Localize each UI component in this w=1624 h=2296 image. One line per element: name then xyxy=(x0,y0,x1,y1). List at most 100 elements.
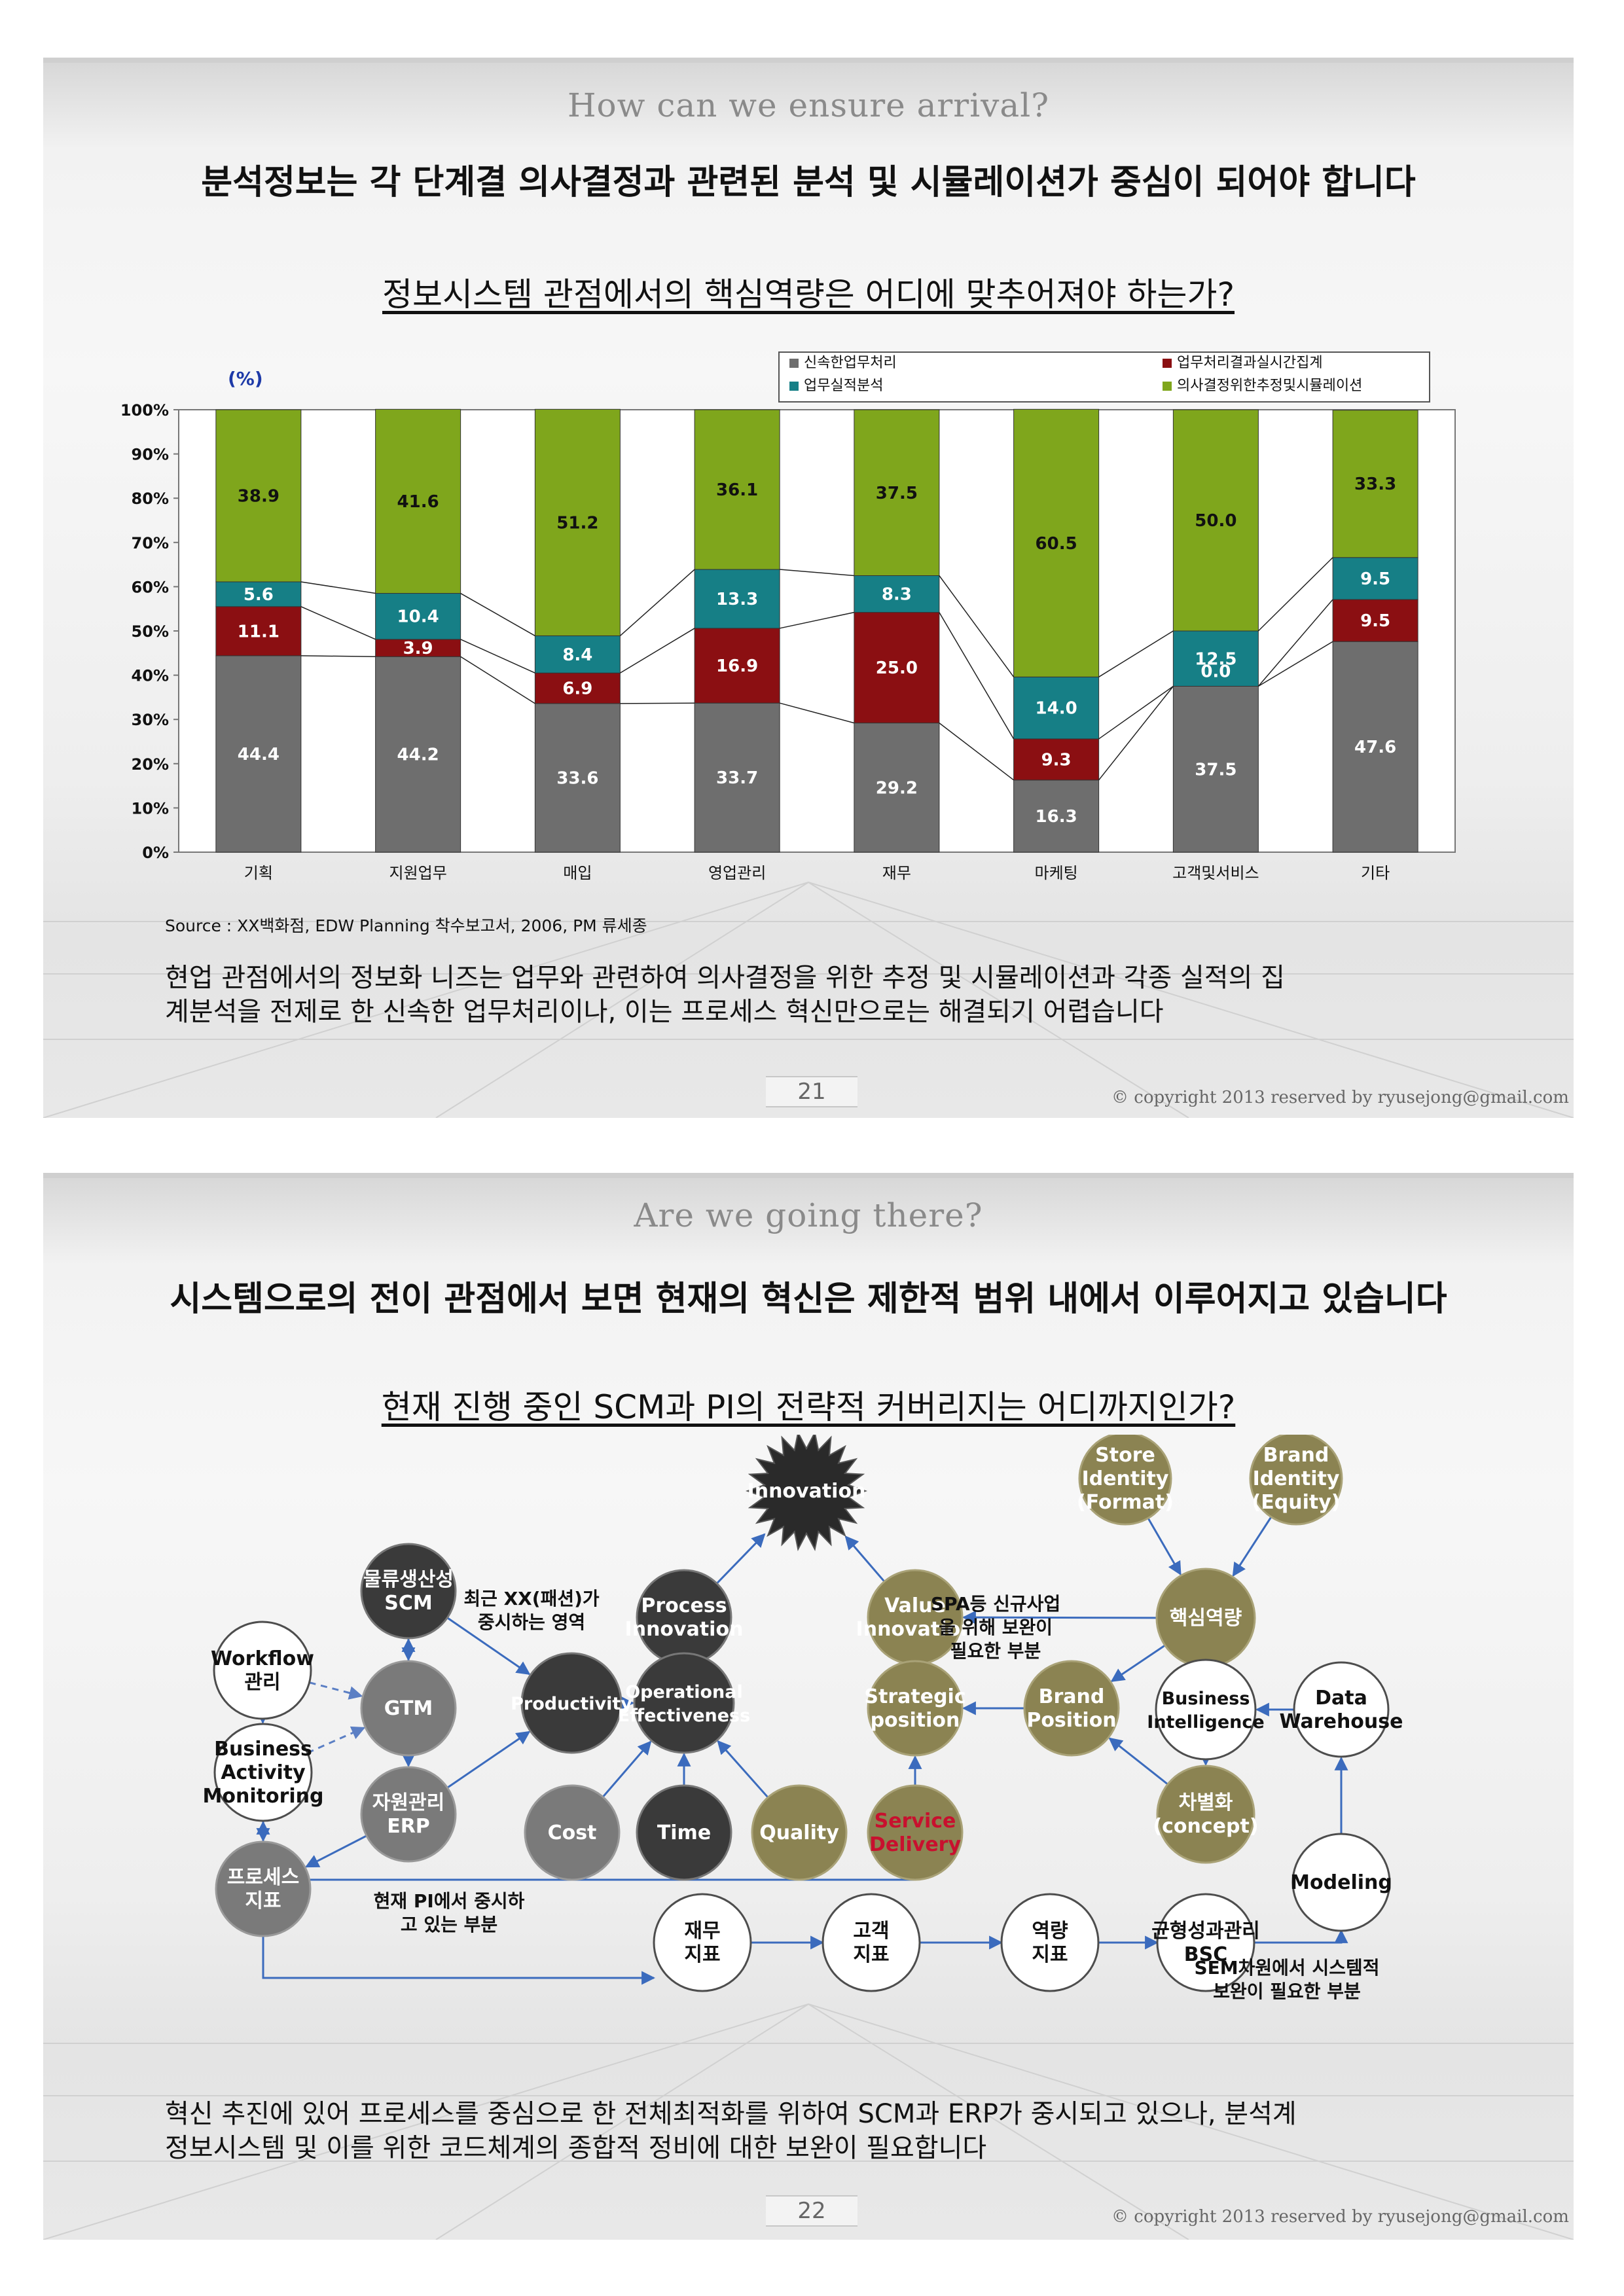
page-number: 21 xyxy=(766,1076,857,1107)
slide-subtitle: Are we going there? xyxy=(634,1196,983,1234)
y-tick-label: 50% xyxy=(132,622,169,641)
bar-segment xyxy=(1013,780,1100,853)
annotation-spa-note: 필요한 부분 xyxy=(950,1640,1041,1662)
bar-segment xyxy=(215,581,302,607)
series-connector-line xyxy=(779,611,855,629)
node-logistics-scm xyxy=(360,1543,457,1640)
chart-question: 정보시스템 관점에서의 핵심역량은 어디에 맞추어져야 하는가? xyxy=(382,276,1235,314)
series-connector-line xyxy=(460,592,535,637)
node-bam xyxy=(213,1723,313,1822)
node-strategic-position xyxy=(867,1660,964,1757)
node-label: 고객 xyxy=(853,1920,889,1943)
series-connector-line xyxy=(1098,685,1174,740)
slide-headline: 시스템으로의 전이 관점에서 보면 현재의 혁신은 제한적 범위 내에서 이루어… xyxy=(170,1280,1447,1319)
legend-swatch xyxy=(789,382,799,391)
node-label: position xyxy=(871,1709,960,1732)
diagram-arrow xyxy=(844,1535,886,1583)
bar-segment xyxy=(1332,641,1418,853)
bar-segment xyxy=(215,655,302,853)
floor-perspective xyxy=(43,2003,1574,2240)
category-label: 기획 xyxy=(244,864,273,882)
y-tick-label: 0% xyxy=(142,844,169,862)
diagram-arrow xyxy=(1232,1516,1272,1577)
bar-segment xyxy=(1172,409,1259,632)
data-label: 51.2 xyxy=(556,513,598,533)
node-label: 지표 xyxy=(853,1943,889,1966)
bar-segment xyxy=(694,569,780,629)
node-label: 차별화 xyxy=(1179,1791,1233,1814)
data-label: 29.2 xyxy=(876,778,918,798)
legend-swatch xyxy=(1163,359,1172,368)
data-label: 8.3 xyxy=(882,585,912,605)
bar-segment xyxy=(215,409,302,583)
bar-segment xyxy=(534,703,621,853)
node-modeling xyxy=(1291,1833,1391,1932)
data-label: 10.4 xyxy=(397,607,439,627)
data-label: 41.6 xyxy=(397,492,439,512)
diagram-arrow xyxy=(962,1610,1157,1624)
legend-box xyxy=(778,351,1430,403)
y-tick-label: 60% xyxy=(132,578,169,596)
category-label: 마케팅 xyxy=(1035,864,1078,882)
node-erp xyxy=(360,1766,457,1863)
node-label: Time xyxy=(657,1821,711,1844)
node-data-warehouse xyxy=(1293,1661,1390,1758)
node-label: 프로세스 xyxy=(227,1866,299,1889)
node-brand-position xyxy=(1023,1660,1120,1757)
node-label: Brand xyxy=(1039,1685,1105,1708)
y-tick-label: 80% xyxy=(132,490,169,508)
node-brand-identity xyxy=(1249,1435,1343,1526)
diagram-arrow xyxy=(446,1731,531,1789)
bar-segment xyxy=(1172,686,1259,853)
node-capability-indicator xyxy=(1000,1893,1100,1992)
data-label: 33.6 xyxy=(556,768,598,788)
node-label: Position xyxy=(1026,1709,1116,1732)
data-label: 11.1 xyxy=(238,622,280,641)
node-label: Strategic xyxy=(864,1685,965,1708)
data-label: 44.2 xyxy=(397,745,439,765)
bar-segment xyxy=(1013,676,1100,740)
node-label: 지표 xyxy=(1032,1943,1068,1966)
bar-segment xyxy=(1172,630,1259,687)
copyright-note: © copyright 2013 reserved by ryusejong@g… xyxy=(1111,2207,1569,2227)
bar-segment xyxy=(534,635,621,673)
series-connector-line xyxy=(1257,599,1333,687)
node-label: (concept) xyxy=(1153,1815,1258,1838)
series-connector-line xyxy=(460,639,535,673)
indicator-flow-arrow xyxy=(1254,1929,1348,1944)
diagram-question: 현재 진행 중인 SCM과 PI의 전략적 커버리지는 어디까지인가? xyxy=(381,1388,1236,1426)
series-connector-line xyxy=(619,628,695,673)
plot-area xyxy=(178,409,1456,853)
source-note: Source : XX백화점, EDW Planning 착수보고서, 2006… xyxy=(165,916,647,935)
series-connector-line xyxy=(779,702,855,724)
series-connector-line xyxy=(1257,641,1333,687)
bar-segment xyxy=(854,575,940,613)
node-business-intelligence xyxy=(1155,1659,1257,1761)
data-label: 47.6 xyxy=(1354,738,1396,757)
legend-label: 의사결정위한추정및시뮬레이션 xyxy=(1177,378,1362,394)
slide-21: How can we ensure arrival? 분석정보는 각 단계결 의… xyxy=(43,58,1574,1118)
legend-label: 업무처리결과실시간집계 xyxy=(1177,355,1323,371)
node-label: 자원관리 xyxy=(372,1791,444,1814)
node-label: ERP xyxy=(387,1815,430,1838)
data-label: 44.4 xyxy=(238,745,280,764)
data-label: 37.5 xyxy=(876,484,918,503)
data-label: 14.0 xyxy=(1036,699,1077,719)
diagram-arrow xyxy=(1110,1644,1166,1682)
node-label: Business xyxy=(1162,1689,1250,1709)
slide-headline: 분석정보는 각 단계결 의사결정과 관련된 분석 및 시뮬레이션가 중심이 되어… xyxy=(201,163,1416,202)
legend-swatch xyxy=(1163,382,1172,391)
legend-label: 업무실적분석 xyxy=(804,378,883,394)
series-connector-line xyxy=(619,569,695,636)
node-process-innovation xyxy=(636,1569,732,1666)
annotation-spa-note: SPA등 신규사업 xyxy=(931,1593,1060,1615)
legend-label: 신속한업무처리 xyxy=(804,355,897,371)
paragraph-line-1: 혁신 추진에 있어 프로세스를 중심으로 한 전체최적화를 위하여 SCM과 E… xyxy=(165,2099,1297,2129)
bar-segment xyxy=(1013,738,1100,781)
node-label: 균형성과관리 xyxy=(1151,1920,1260,1943)
series-connector-line xyxy=(780,569,854,577)
paragraph-line-2: 계분석을 전제로 한 신속한 업무처리이나, 이는 프로세스 혁신만으로는 해결… xyxy=(165,997,1164,1027)
data-label: 0.0 xyxy=(1200,662,1231,682)
diagram-dashed-arrow xyxy=(307,1726,366,1754)
